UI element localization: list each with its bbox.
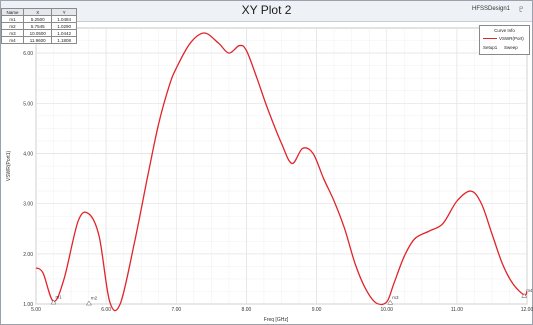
title-bar: XY Plot 2 HFSSDesign1 ♇ bbox=[1, 1, 532, 22]
marker-point[interactable] bbox=[521, 292, 528, 298]
marker-point[interactable] bbox=[85, 300, 92, 306]
y-tick-label: 2.00 bbox=[23, 252, 33, 258]
marker-y-cell: 1.0442 bbox=[51, 29, 77, 37]
x-tick-label: 10.00 bbox=[380, 307, 393, 313]
table-row[interactable]: m4 11.9600 1.1808 bbox=[0, 36, 77, 44]
marker-table-header-name: Name bbox=[0, 8, 25, 16]
series-line-vswr bbox=[35, 32, 528, 312]
marker-y-cell: 1.0484 bbox=[51, 15, 77, 23]
x-tick-label: 11.00 bbox=[451, 307, 463, 313]
marker-x-cell: 10.0500 bbox=[23, 29, 53, 37]
marker-x-cell: 5.7545 bbox=[23, 22, 53, 30]
marker-label: m4 bbox=[526, 288, 533, 293]
x-tick-label: 7.00 bbox=[171, 307, 181, 313]
legend-setup-value: Sweep bbox=[504, 45, 518, 50]
legend-title: Curve Info bbox=[494, 28, 515, 33]
marker-name-cell: m2 bbox=[0, 22, 25, 30]
x-tick-label: 5.00 bbox=[31, 307, 41, 313]
marker-name-cell: m4 bbox=[0, 36, 25, 44]
legend-line-swatch bbox=[483, 38, 497, 39]
marker-label: m1 bbox=[56, 295, 63, 300]
marker-table-header: Name X Y bbox=[0, 8, 77, 16]
marker-name-cell: m1 bbox=[0, 15, 25, 23]
marker-y-cell: 1.0290 bbox=[51, 22, 77, 30]
curve-legend[interactable]: Curve Info VSWR(Port) Setup1 Sweep bbox=[479, 25, 530, 55]
marker-label: m2 bbox=[91, 296, 98, 301]
marker-table-header-x: X bbox=[23, 8, 53, 16]
y-axis-label: VSWR(Port1) bbox=[6, 151, 12, 182]
x-tick-label: 6.00 bbox=[101, 307, 111, 313]
y-tick-label: 4.00 bbox=[23, 151, 33, 157]
x-tick-label: 12.00 bbox=[521, 307, 533, 313]
plot-title: XY Plot 2 bbox=[241, 3, 292, 17]
table-row[interactable]: m1 5.2500 1.0484 bbox=[0, 15, 77, 23]
marker-x-cell: 5.2500 bbox=[23, 15, 53, 23]
legend-series-name: VSWR(Port) bbox=[499, 36, 524, 41]
marker-table: Name X Y m1 5.2500 1.0484 m2 5.7545 1.02… bbox=[0, 8, 77, 44]
x-tick-label: 9.00 bbox=[312, 307, 322, 313]
legend-setup-label: Setup1 bbox=[483, 45, 498, 50]
marker-point[interactable] bbox=[50, 299, 57, 305]
ansys-icon: ♇ bbox=[517, 4, 525, 15]
marker-y-cell: 1.1808 bbox=[51, 36, 77, 44]
design-name: HFSSDesign1 bbox=[471, 6, 510, 12]
y-tick-label: 3.00 bbox=[23, 202, 33, 208]
marker-name-cell: m3 bbox=[0, 29, 25, 37]
marker-x-cell: 11.9600 bbox=[23, 36, 53, 44]
marker-table-header-y: Y bbox=[51, 8, 77, 16]
x-tick-label: 8.00 bbox=[242, 307, 252, 313]
y-tick-label: 6.00 bbox=[23, 51, 33, 57]
y-tick-label: 1.00 bbox=[23, 302, 33, 308]
y-tick-label: 5.00 bbox=[23, 101, 33, 107]
x-axis-label: Freq [GHz] bbox=[264, 317, 289, 323]
table-row[interactable]: m3 10.0500 1.0442 bbox=[0, 29, 77, 37]
marker-label: m3 bbox=[392, 295, 399, 300]
marker-point[interactable] bbox=[387, 299, 394, 305]
table-row[interactable]: m2 5.7545 1.0290 bbox=[0, 22, 77, 30]
